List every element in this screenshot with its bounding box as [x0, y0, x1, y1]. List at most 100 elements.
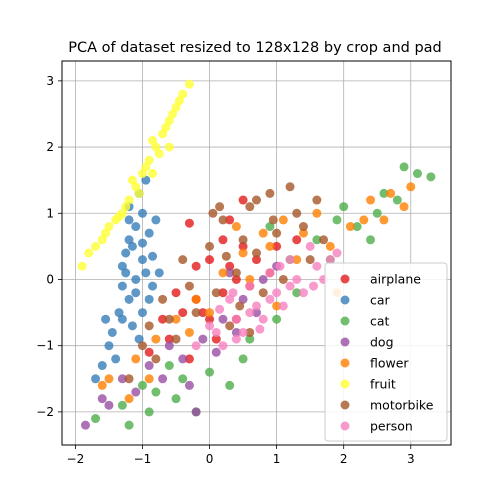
- data-point-car: [137, 238, 147, 248]
- data-point-person: [275, 261, 285, 271]
- data-point-car: [124, 294, 134, 304]
- data-point-person: [191, 341, 201, 351]
- data-point-flower: [231, 222, 241, 232]
- data-point-car: [134, 334, 144, 344]
- data-point-person: [272, 288, 282, 298]
- data-point-dog: [178, 354, 188, 364]
- data-point-cat: [412, 169, 422, 179]
- data-point-motorbike: [178, 255, 188, 265]
- grid-lines: [62, 61, 451, 445]
- data-point-flower: [406, 182, 416, 192]
- data-point-person: [218, 341, 228, 351]
- data-point-car: [131, 288, 141, 298]
- x-tick-label: −1: [134, 452, 152, 466]
- data-point-airplane: [144, 347, 154, 357]
- data-point-motorbike: [158, 294, 168, 304]
- data-point-person: [285, 255, 295, 265]
- data-point-fruit: [174, 96, 184, 106]
- y-tick-label: 3: [46, 74, 54, 88]
- data-point-airplane: [158, 314, 168, 324]
- data-point-fruit: [141, 162, 151, 172]
- legend-marker-airplane: [340, 274, 350, 284]
- legend-marker-dog: [340, 337, 350, 347]
- data-point-car: [91, 374, 101, 384]
- data-point-car: [124, 235, 134, 245]
- data-point-fruit: [124, 195, 134, 205]
- data-point-motorbike: [225, 321, 235, 331]
- data-point-flower: [312, 208, 322, 218]
- data-point-flower: [171, 314, 181, 324]
- data-point-airplane: [171, 288, 181, 298]
- data-point-car: [117, 281, 127, 291]
- data-point-car: [101, 314, 111, 324]
- data-point-motorbike: [245, 202, 255, 212]
- data-point-airplane: [205, 314, 215, 324]
- data-point-fruit: [164, 142, 174, 152]
- data-point-dog: [225, 268, 235, 278]
- data-point-cat: [292, 288, 302, 298]
- data-point-person: [238, 327, 248, 337]
- data-point-dog: [252, 308, 261, 318]
- y-tick-label: −2: [36, 405, 54, 419]
- data-point-motorbike: [319, 235, 329, 245]
- data-point-fruit: [164, 116, 174, 126]
- data-point-car: [121, 268, 131, 278]
- data-point-cat: [352, 222, 362, 232]
- data-point-fruit: [158, 129, 168, 139]
- data-point-person: [305, 241, 315, 251]
- data-point-motorbike: [191, 308, 201, 318]
- data-point-car: [117, 261, 127, 271]
- data-point-fruit: [148, 169, 158, 179]
- data-point-flower: [184, 327, 194, 337]
- data-point-flower: [265, 241, 275, 251]
- data-point-fruit: [154, 149, 164, 159]
- data-point-motorbike: [184, 281, 194, 291]
- data-point-person: [231, 334, 241, 344]
- data-point-flower: [238, 248, 248, 258]
- data-point-fruit: [184, 79, 194, 89]
- data-point-cat: [366, 235, 376, 245]
- legend-label-person: person: [370, 419, 413, 434]
- data-point-person: [312, 261, 322, 271]
- data-point-person: [215, 304, 225, 314]
- data-point-person: [255, 324, 265, 334]
- data-point-motorbike: [231, 268, 241, 278]
- data-point-fruit: [101, 228, 111, 238]
- data-point-motorbike: [164, 314, 174, 324]
- data-point-motorbike: [252, 195, 261, 205]
- data-point-motorbike: [285, 182, 295, 192]
- data-point-car: [131, 222, 141, 232]
- data-point-flower: [218, 268, 228, 278]
- data-point-dog: [218, 314, 228, 324]
- data-point-fruit: [151, 142, 161, 152]
- legend-label-motorbike: motorbike: [370, 398, 434, 413]
- data-point-airplane: [238, 195, 248, 205]
- data-point-cat: [144, 407, 154, 417]
- data-point-flower: [366, 195, 376, 205]
- data-point-cat: [372, 208, 382, 218]
- data-point-cat: [205, 367, 215, 377]
- data-point-cat: [265, 222, 275, 232]
- data-point-dog: [231, 327, 241, 337]
- data-point-airplane: [218, 288, 228, 298]
- data-point-dog: [211, 347, 221, 357]
- data-point-dog: [104, 400, 114, 410]
- data-point-car: [97, 361, 107, 371]
- data-point-motorbike: [245, 327, 255, 337]
- data-point-person: [265, 294, 275, 304]
- data-point-flower: [278, 215, 288, 225]
- data-point-motorbike: [215, 202, 225, 212]
- data-point-flower: [298, 228, 308, 238]
- legend-marker-motorbike: [340, 400, 350, 410]
- data-point-motorbike: [151, 354, 161, 364]
- legend-label-dog: dog: [370, 335, 394, 350]
- data-point-car: [148, 281, 158, 291]
- data-point-airplane: [191, 261, 201, 271]
- data-point-car: [131, 274, 141, 284]
- x-tick-label: 3: [407, 452, 415, 466]
- data-point-motorbike: [265, 188, 275, 198]
- data-point-dog: [184, 380, 194, 390]
- data-point-airplane: [225, 261, 235, 271]
- data-point-flower: [379, 215, 389, 225]
